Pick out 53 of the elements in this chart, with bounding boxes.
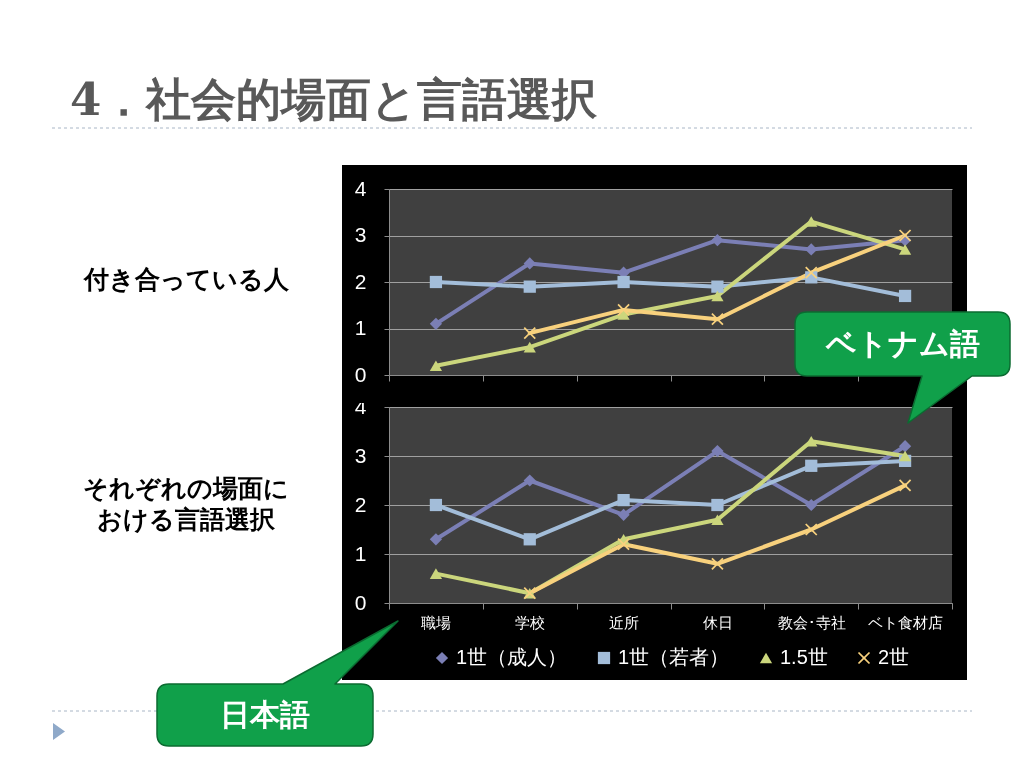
point — [617, 493, 630, 507]
y-tick-label: 4 — [354, 176, 367, 200]
y-tick-label: 1 — [354, 316, 367, 339]
y-tick-label: 2 — [354, 269, 367, 293]
point — [523, 341, 536, 353]
text: 日本語 — [219, 695, 311, 734]
text: 付き合っている人 — [82, 264, 290, 295]
point — [711, 313, 724, 326]
legend-label: 2世 — [878, 646, 910, 668]
x-tick-label: 学校 — [515, 613, 546, 631]
x-tick-label: 休日 — [702, 613, 733, 631]
point — [711, 514, 724, 525]
point — [898, 450, 912, 462]
point — [617, 275, 630, 289]
text: それぞれの場面における言語選択 — [82, 473, 290, 535]
point — [805, 498, 818, 512]
point — [711, 280, 724, 293]
point — [523, 474, 536, 487]
point — [898, 440, 912, 453]
point — [523, 533, 536, 546]
legend-label: 1世（若者） — [618, 646, 730, 668]
point — [523, 327, 536, 340]
legend-label: 1.5世 — [780, 646, 828, 668]
x-tick-label: 近所 — [609, 613, 640, 631]
y-tick-label: 0 — [354, 590, 367, 614]
point — [711, 290, 724, 302]
x-tick-label: 教会･寺社 — [777, 613, 846, 631]
point — [711, 444, 724, 458]
point — [429, 360, 443, 371]
legend-label: 1世（成人） — [456, 646, 568, 668]
y-tick-label: 0 — [354, 362, 367, 386]
y-tick-label: 3 — [354, 223, 367, 246]
annotation: ベトナム語 — [824, 324, 981, 363]
point — [898, 289, 912, 303]
y-tick-label: 3 — [354, 443, 367, 467]
y-tick-label: 2 — [354, 492, 367, 516]
chart-title: 4．社会的場面と言語選択 — [70, 73, 598, 127]
point — [617, 508, 630, 521]
x-tick-label: 職場 — [421, 613, 452, 631]
point — [711, 557, 724, 570]
y-tick-label: 1 — [354, 541, 367, 565]
point — [429, 275, 443, 289]
point — [429, 317, 443, 330]
point — [805, 459, 818, 472]
point — [429, 498, 443, 512]
point — [805, 266, 818, 279]
point — [429, 533, 443, 546]
x-tick-label: ベト食材店 — [868, 613, 944, 631]
point — [898, 244, 912, 255]
point — [523, 257, 536, 270]
point — [711, 498, 724, 512]
point — [429, 568, 443, 579]
point — [523, 280, 536, 293]
